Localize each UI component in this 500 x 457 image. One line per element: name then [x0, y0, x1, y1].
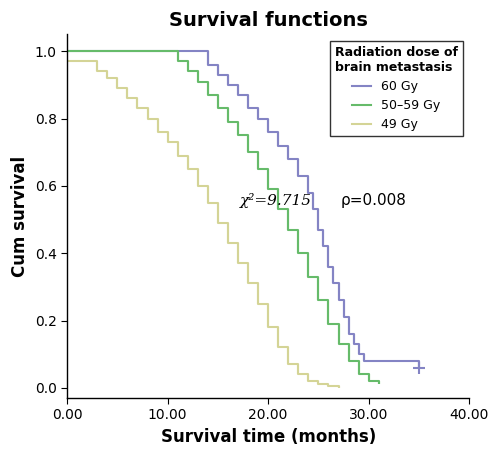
50–59 Gy [205, 92, 211, 98]
50–59 Gy [164, 48, 170, 54]
50–59 Gy [336, 321, 342, 327]
X-axis label: Survival time (months): Survival time (months) [160, 428, 376, 446]
50–59 Gy [275, 186, 281, 192]
50–59 Gy [336, 341, 342, 347]
50–59 Gy [235, 133, 241, 138]
Legend: 60 Gy, 50–59 Gy, 49 Gy: 60 Gy, 50–59 Gy, 49 Gy [330, 41, 463, 137]
50–59 Gy [195, 79, 201, 84]
50–59 Gy [366, 372, 372, 377]
50–59 Gy [356, 358, 362, 364]
49 Gy [225, 240, 231, 246]
60 Gy [330, 264, 336, 270]
Line: 49 Gy: 49 Gy [67, 61, 338, 388]
50–59 Gy [255, 149, 261, 155]
50–59 Gy [195, 69, 201, 74]
50–59 Gy [306, 274, 312, 280]
50–59 Gy [296, 227, 302, 232]
Text: χ²=9.715: χ²=9.715 [240, 193, 312, 208]
60 Gy [336, 298, 342, 303]
50–59 Gy [326, 298, 332, 303]
50–59 Gy [285, 207, 291, 212]
50–59 Gy [164, 48, 170, 54]
50–59 Gy [174, 58, 180, 64]
50–59 Gy [265, 166, 271, 172]
50–59 Gy [174, 48, 180, 54]
49 Gy [306, 378, 312, 384]
50–59 Gy [64, 48, 70, 54]
50–59 Gy [245, 149, 251, 155]
Y-axis label: Cum survival: Cum survival [11, 156, 29, 277]
50–59 Gy [255, 166, 261, 172]
50–59 Gy [245, 133, 251, 138]
50–59 Gy [316, 298, 322, 303]
50–59 Gy [184, 58, 190, 64]
50–59 Gy [225, 119, 231, 125]
50–59 Gy [326, 321, 332, 327]
50–59 Gy [366, 378, 372, 384]
49 Gy [64, 58, 70, 64]
Line: 60 Gy: 60 Gy [67, 51, 419, 367]
50–59 Gy [306, 250, 312, 256]
49 Gy [336, 385, 342, 391]
50–59 Gy [296, 250, 302, 256]
Text: ρ=0.008: ρ=0.008 [340, 193, 406, 208]
49 Gy [245, 260, 251, 266]
60 Gy [416, 365, 422, 370]
49 Gy [235, 240, 241, 246]
50–59 Gy [376, 382, 382, 387]
60 Gy [416, 358, 422, 364]
50–59 Gy [265, 186, 271, 192]
50–59 Gy [285, 227, 291, 232]
49 Gy [144, 116, 150, 121]
49 Gy [275, 345, 281, 350]
50–59 Gy [376, 378, 382, 384]
50–59 Gy [275, 207, 281, 212]
Title: Survival functions: Survival functions [168, 11, 368, 30]
50–59 Gy [205, 79, 211, 84]
60 Gy [265, 129, 271, 135]
50–59 Gy [225, 106, 231, 111]
50–59 Gy [215, 92, 221, 98]
60 Gy [265, 116, 271, 121]
50–59 Gy [346, 358, 352, 364]
Line: 50–59 Gy: 50–59 Gy [67, 51, 378, 384]
50–59 Gy [184, 69, 190, 74]
50–59 Gy [346, 341, 352, 347]
50–59 Gy [316, 274, 322, 280]
50–59 Gy [235, 119, 241, 125]
60 Gy [245, 92, 251, 98]
60 Gy [64, 48, 70, 54]
50–59 Gy [356, 372, 362, 377]
50–59 Gy [215, 106, 221, 111]
